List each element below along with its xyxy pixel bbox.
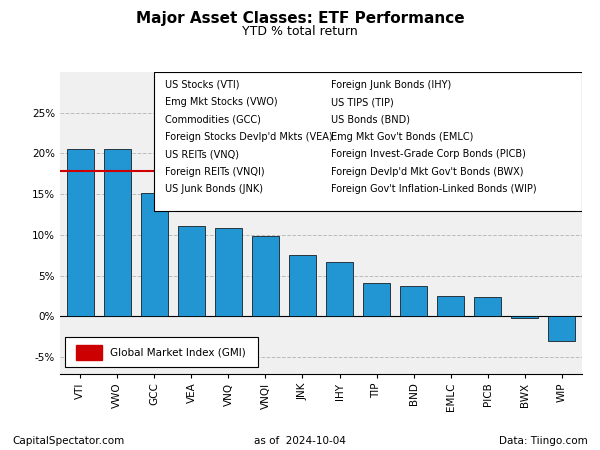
Bar [363, 283, 390, 316]
FancyBboxPatch shape [65, 338, 259, 368]
Bar [76, 345, 102, 360]
Bar [548, 316, 575, 341]
Bar [326, 262, 353, 316]
Text: YTD % total return: YTD % total return [242, 25, 358, 38]
Text: Foreign Gov't Inflation-Linked Bonds (WIP): Foreign Gov't Inflation-Linked Bonds (WI… [331, 184, 537, 194]
Text: Foreign Devlp'd Mkt Gov't Bonds (BWX): Foreign Devlp'd Mkt Gov't Bonds (BWX) [331, 167, 524, 177]
Text: US REITs (VNQ): US REITs (VNQ) [165, 149, 239, 159]
FancyBboxPatch shape [154, 72, 582, 211]
Bar [215, 228, 242, 316]
Bar [104, 149, 131, 316]
Text: Global Market Index (GMI): Global Market Index (GMI) [110, 347, 245, 357]
Bar [511, 316, 538, 318]
Text: Data: Tiingo.com: Data: Tiingo.com [499, 436, 588, 446]
Text: Emg Mkt Gov't Bonds (EMLC): Emg Mkt Gov't Bonds (EMLC) [331, 132, 474, 142]
Text: Foreign Stocks Devlp'd Mkts (VEA): Foreign Stocks Devlp'd Mkts (VEA) [165, 132, 332, 142]
Bar [400, 286, 427, 316]
Bar [437, 296, 464, 316]
Text: Major Asset Classes: ETF Performance: Major Asset Classes: ETF Performance [136, 11, 464, 26]
Text: Commodities (GCC): Commodities (GCC) [165, 114, 261, 125]
Bar [178, 226, 205, 316]
Text: CapitalSpectator.com: CapitalSpectator.com [12, 436, 124, 446]
Bar [289, 255, 316, 316]
Text: Foreign Junk Bonds (IHY): Foreign Junk Bonds (IHY) [331, 80, 452, 90]
Text: Emg Mkt Stocks (VWO): Emg Mkt Stocks (VWO) [165, 97, 277, 107]
Text: Foreign Invest-Grade Corp Bonds (PICB): Foreign Invest-Grade Corp Bonds (PICB) [331, 149, 526, 159]
Text: US Junk Bonds (JNK): US Junk Bonds (JNK) [165, 184, 263, 194]
Text: US Stocks (VTI): US Stocks (VTI) [165, 80, 239, 90]
Bar [141, 194, 168, 316]
Text: as of  2024-10-04: as of 2024-10-04 [254, 436, 346, 446]
Text: US TIPS (TIP): US TIPS (TIP) [331, 97, 394, 107]
Bar [67, 148, 94, 316]
Bar [252, 236, 279, 316]
Text: US Bonds (BND): US Bonds (BND) [331, 114, 410, 125]
Text: Foreign REITs (VNQI): Foreign REITs (VNQI) [165, 167, 265, 177]
Bar [474, 297, 501, 316]
